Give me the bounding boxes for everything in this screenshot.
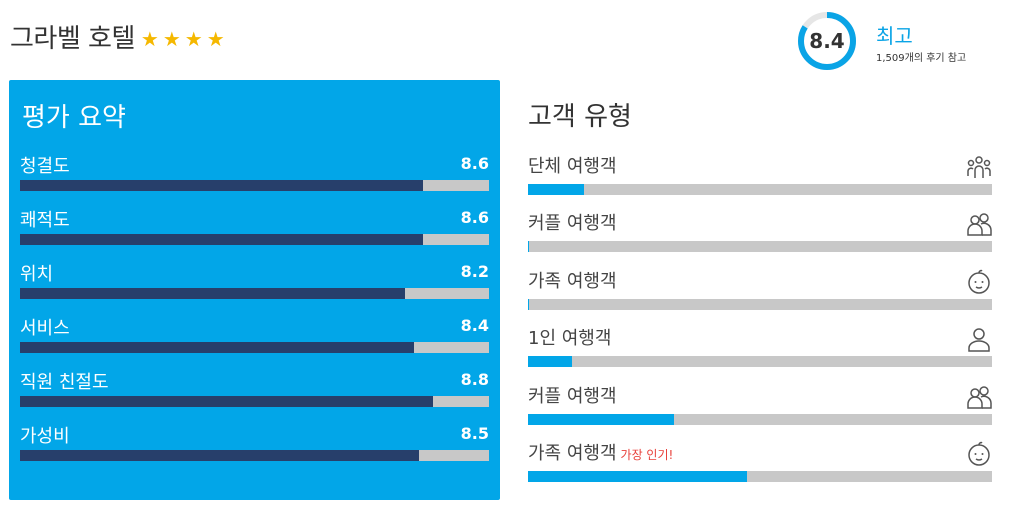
- guest-type-name: 커플 여행객: [528, 385, 617, 407]
- guest-type-row: 가족 여행객: [528, 267, 992, 313]
- guest-type-bar-fill: [528, 241, 530, 253]
- star-icon: ★: [162, 26, 181, 51]
- star-icon: ★: [140, 26, 159, 51]
- guest-type-bar-track: [528, 471, 992, 482]
- guest-type-bar-track: [528, 298, 992, 310]
- guest-type-name: 1인 여행객: [528, 328, 612, 350]
- metric-value: 8.5: [460, 424, 489, 443]
- metric-label: 서비스: [20, 318, 70, 339]
- metric-value: 8.8: [460, 370, 489, 389]
- guest-type-name: 커플 여행객: [528, 213, 617, 235]
- guest-type-label: 1인 여행객: [528, 324, 611, 350]
- hotel-name: 그라벨 호텔: [10, 24, 135, 54]
- guest-type-name: 가족 여행객: [528, 270, 617, 292]
- guest-type-bar-fill: [528, 184, 584, 195]
- metric-bar-track: [20, 342, 489, 353]
- star-rating: ★ ★ ★ ★: [141, 29, 229, 49]
- metric-value: 8.4: [460, 316, 489, 335]
- rating-summary-panel: 평가 요약 청결도 8.6 쾌적도 8.6 위치 8.2 서비스 8.4 직원 친절도 8.8 가성…: [9, 80, 500, 500]
- guest-type-bar-track: [528, 356, 992, 368]
- guest-type-row: 가족 여행객 가장 인기!: [528, 439, 992, 485]
- family-icon: [966, 269, 992, 295]
- metric-label: 직원 친절도: [20, 372, 109, 393]
- metric-value: 8.6: [460, 208, 489, 227]
- metric-label: 청결도: [20, 156, 70, 177]
- guest-type-bar-track: [528, 413, 992, 425]
- star-icon: ★: [206, 26, 225, 51]
- rating-metric: 가성비 8.5: [20, 422, 489, 466]
- guest-type-bar-fill: [528, 298, 530, 310]
- group-icon: [966, 154, 992, 180]
- metric-bar-fill: [20, 342, 414, 353]
- rating-metric: 청결도 8.6: [20, 152, 489, 196]
- metric-bar-fill: [20, 234, 424, 245]
- metric-value: 8.2: [460, 262, 489, 281]
- overall-score: 8.4: [796, 10, 858, 72]
- rating-metric: 쾌적도 8.6: [20, 206, 489, 250]
- guest-type-label: 커플 여행객: [528, 382, 617, 408]
- guest-type-row: 단체 여행객: [528, 152, 992, 198]
- metric-bar-track: [20, 234, 489, 245]
- guest-type-name: 가족 여행객: [528, 443, 617, 464]
- guest-type-label: 단체 여행객: [528, 152, 617, 178]
- metric-bar-fill: [20, 450, 419, 461]
- hotel-header: 그라벨 호텔 ★ ★ ★ ★: [10, 18, 229, 55]
- metric-bar-fill: [20, 180, 424, 191]
- guest-type-bar-fill: [528, 471, 747, 482]
- review-count: 1,509개의 후기 참고: [876, 53, 967, 64]
- rating-metric: 직원 친절도 8.8: [20, 368, 489, 412]
- guest-type-label: 가족 여행객 가장 인기!: [528, 439, 673, 465]
- popular-badge: 가장 인기!: [620, 448, 674, 462]
- metric-bar-fill: [20, 288, 405, 299]
- rating-metric: 위치 8.2: [20, 260, 489, 304]
- metric-bar-track: [20, 288, 489, 299]
- family-icon: [966, 441, 992, 467]
- guest-type-row: 커플 여행객: [528, 382, 992, 428]
- score-ring-icon: [798, 12, 856, 70]
- guest-type-label: 커플 여행객: [528, 209, 617, 235]
- metric-bar-track: [20, 396, 489, 407]
- metric-bar-track: [20, 450, 489, 461]
- guest-type-bar-fill: [528, 356, 573, 368]
- guest-type-row: 1인 여행객: [528, 324, 992, 370]
- score-value: 8.4: [809, 29, 845, 53]
- metric-label: 쾌적도: [20, 210, 70, 231]
- couple-icon: [966, 384, 992, 410]
- rating-metric: 서비스 8.4: [20, 314, 489, 358]
- solo-icon: [966, 326, 992, 352]
- guest-type-row: 커플 여행객: [528, 209, 992, 255]
- score-label: 최고: [876, 24, 913, 48]
- guest-type-bar-track: [528, 241, 992, 253]
- metric-label: 가성비: [20, 426, 70, 447]
- star-icon: ★: [184, 26, 203, 51]
- metric-bar-fill: [20, 396, 433, 407]
- couple-icon: [966, 211, 992, 237]
- metric-value: 8.6: [460, 154, 489, 173]
- metric-label: 위치: [20, 264, 54, 285]
- guest-types-title: 고객 유형: [528, 102, 632, 132]
- rating-summary-title: 평가 요약: [22, 103, 126, 133]
- metric-bar-track: [20, 180, 489, 191]
- guest-type-name: 단체 여행객: [528, 156, 617, 177]
- guest-type-label: 가족 여행객: [528, 267, 617, 293]
- guest-type-bar-fill: [528, 413, 675, 425]
- guest-type-bar-track: [528, 184, 992, 195]
